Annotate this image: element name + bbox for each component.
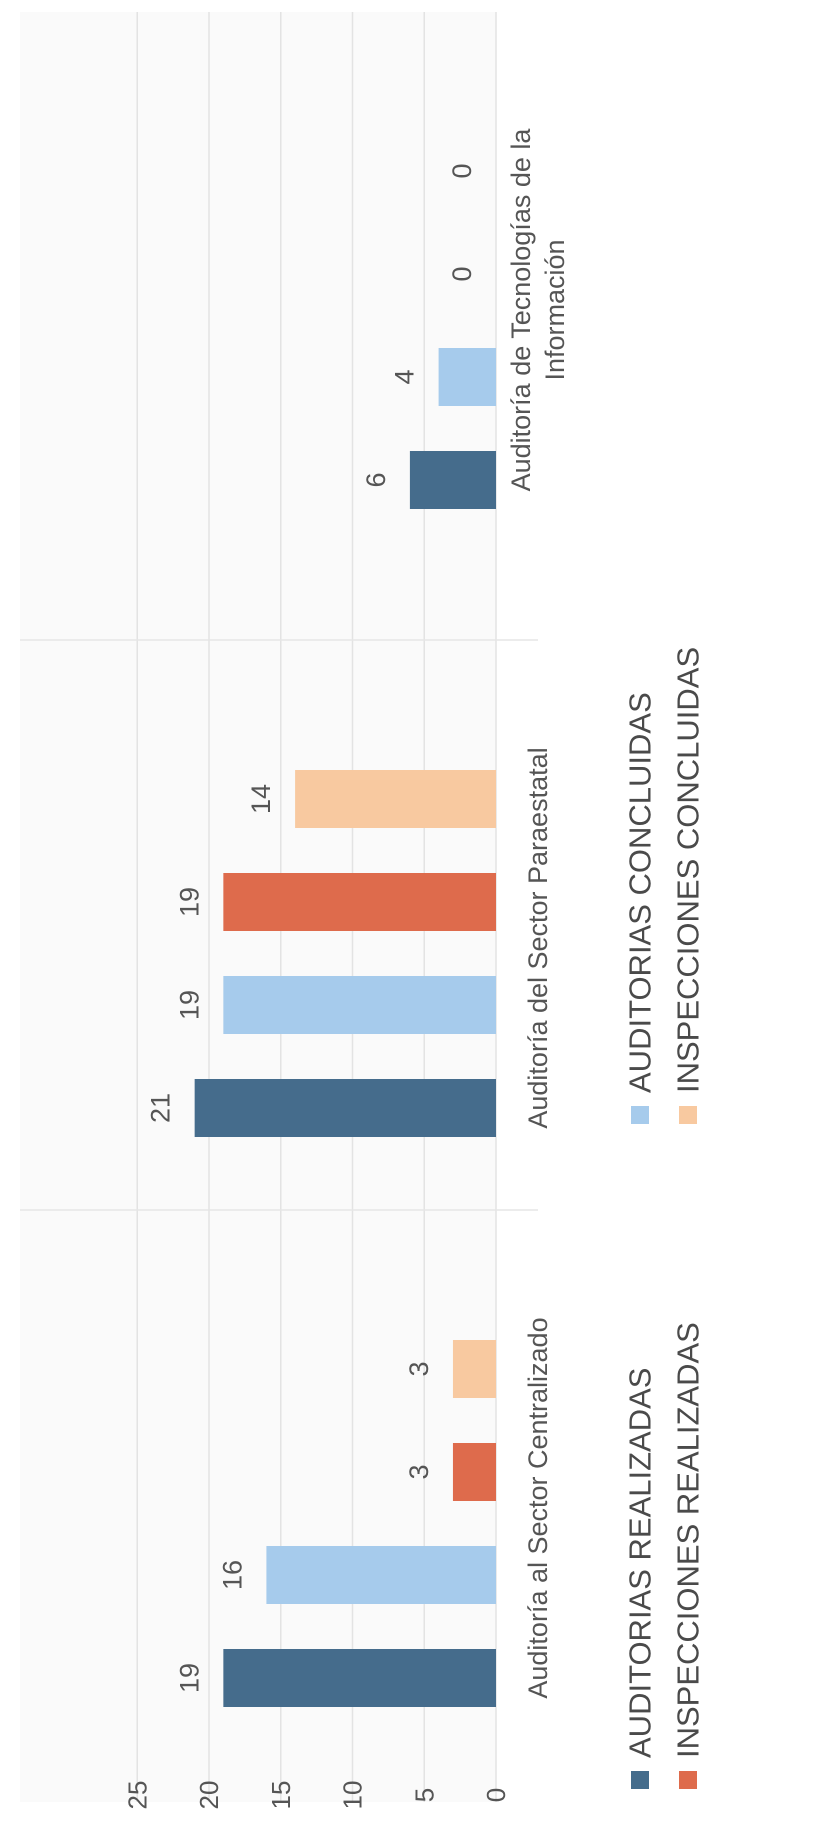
bar (295, 770, 496, 828)
legend-swatch (631, 1106, 649, 1124)
data-label: 21 (146, 1093, 176, 1123)
tick-label: 5 (409, 1788, 439, 1802)
bars (194, 348, 496, 1707)
data-label: 0 (447, 266, 477, 281)
tick-label: 20 (194, 1781, 224, 1810)
data-label: 14 (246, 784, 276, 814)
bar (452, 1443, 496, 1501)
data-label: 0 (447, 163, 477, 178)
bar (194, 1079, 496, 1137)
category-label: Auditoría del Sector Paraestatal (523, 747, 553, 1128)
data-label: 19 (174, 887, 204, 917)
data-label: 19 (174, 1663, 204, 1693)
data-label: 3 (404, 1464, 434, 1479)
tick-label: 15 (266, 1781, 296, 1810)
legend-swatch (679, 1771, 697, 1789)
bar (223, 1649, 496, 1707)
tick-label: 25 (122, 1781, 152, 1810)
bar (438, 348, 496, 406)
legend-label: AUDITORIAS REALIZADAS (623, 1368, 658, 1758)
legend-label: INSPECCIONES REALIZADAS (671, 1322, 706, 1758)
category-label: Auditoría al Sector Centralizado (523, 1317, 553, 1698)
value-axis-ticks: 0 5 10 15 20 25 (122, 1781, 511, 1810)
bar (409, 451, 496, 509)
data-label: 16 (217, 1560, 247, 1590)
legend: AUDITORIAS REALIZADAS AUDITORIAS CONCLUID… (623, 647, 706, 1789)
bar (266, 1546, 496, 1604)
bar (223, 873, 496, 931)
tick-label: 10 (338, 1781, 368, 1810)
bar (452, 1340, 496, 1398)
category-label: Auditoría de Tecnologías de la (506, 128, 536, 492)
category-label: Información (540, 239, 570, 380)
bar (223, 976, 496, 1034)
data-label: 19 (174, 990, 204, 1020)
legend-swatch (631, 1771, 649, 1789)
category-labels: Auditoría al Sector Centralizado Auditorí… (506, 128, 570, 1699)
data-label: 6 (361, 472, 391, 487)
data-labels: 19 21 6 16 19 4 3 19 0 3 14 0 (146, 163, 477, 1693)
legend-swatch (679, 1106, 697, 1124)
legend-label: AUDITORIAS CONCLUIDAS (623, 692, 658, 1093)
legend-label: INSPECCIONES CONCLUIDAS (671, 647, 706, 1093)
data-label: 3 (404, 1361, 434, 1376)
data-label: 4 (390, 369, 420, 384)
tick-label: 0 (481, 1788, 511, 1802)
